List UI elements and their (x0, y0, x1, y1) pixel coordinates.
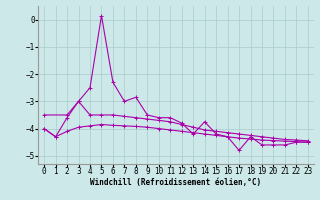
X-axis label: Windchill (Refroidissement éolien,°C): Windchill (Refroidissement éolien,°C) (91, 178, 261, 187)
